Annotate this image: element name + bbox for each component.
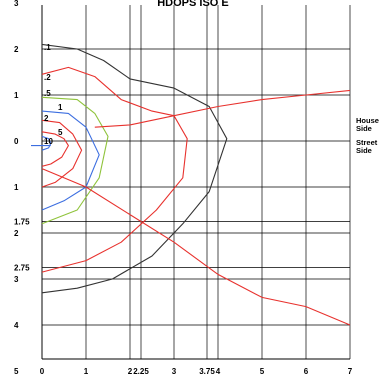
contour-line	[41, 119, 83, 188]
contour-line	[41, 96, 109, 225]
x-tick-label: 5	[260, 367, 265, 376]
y-tick-label: 1	[14, 183, 19, 192]
y-tick-label: 1	[14, 91, 19, 100]
contour-labels: .1 .2 .5 125 10	[44, 43, 63, 146]
chart-title: HDOPS ISO E	[157, 0, 229, 9]
contour-line	[41, 135, 52, 151]
boundary-line	[41, 168, 351, 326]
house-side-label: House	[356, 116, 379, 125]
x-tick-label: 1	[84, 367, 89, 376]
y-tick-label: 2.75	[14, 264, 30, 273]
x-tick-label: 2	[128, 367, 133, 376]
y-tick-label: 2	[14, 45, 19, 54]
y-tick-label: 5	[14, 367, 19, 376]
contour-label: 2	[44, 114, 49, 123]
contour-label: 5	[58, 128, 63, 137]
y-tick-label: 3	[14, 0, 19, 8]
x-tick-label: 4	[216, 367, 221, 376]
boundary-line	[94, 89, 351, 128]
contour-label: 1	[58, 103, 63, 112]
y-tick-labels: 3 2 1 0 1 1.75 2 2.75 3 4 5	[14, 0, 30, 376]
x-tick-label: 6	[304, 367, 309, 376]
x-tick-label: 7	[348, 367, 353, 376]
y-tick-label: 4	[14, 321, 19, 330]
contour-line	[41, 66, 188, 273]
contour-line	[41, 110, 100, 211]
contour-label: .2	[44, 73, 51, 82]
x-tick-labels: 0 1 2 2.25 3 3.75 4 5 6 7	[40, 367, 353, 376]
street-side-label: Street	[356, 138, 378, 147]
curves	[31, 43, 351, 326]
x-tick-label: 3	[172, 367, 177, 376]
grid	[41, 5, 351, 360]
y-tick-label: 0	[14, 137, 19, 146]
x-tick-label: 3.75	[199, 367, 215, 376]
y-tick-label: 2	[14, 229, 19, 238]
x-tick-label: 2.25	[133, 367, 149, 376]
y-tick-label: 3	[14, 275, 19, 284]
contour-label: .5	[44, 89, 51, 98]
contour-label: 10	[44, 137, 53, 146]
contour-line	[41, 43, 228, 294]
house-side-label: Side	[356, 124, 372, 133]
contour-label: .1	[44, 43, 51, 52]
x-tick-label: 0	[40, 367, 45, 376]
y-tick-label: 1.75	[14, 218, 30, 227]
street-side-label: Side	[356, 146, 372, 155]
contour-line	[41, 131, 69, 167]
